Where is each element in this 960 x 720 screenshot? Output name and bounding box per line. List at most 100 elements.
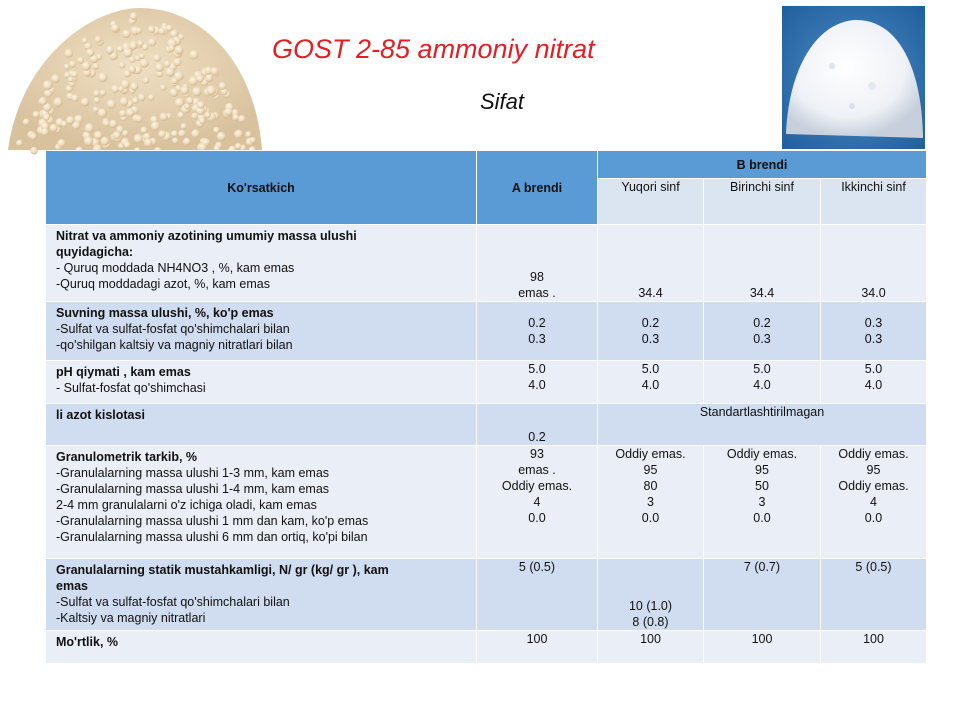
cell-line: Oddiy emas. bbox=[838, 447, 909, 461]
slide-title: GOST 2-85 ammoniy nitrat bbox=[272, 34, 595, 64]
cell-line: 98 bbox=[530, 270, 544, 284]
cell-line: 95 bbox=[866, 463, 881, 477]
cell-line: 0.3 bbox=[864, 332, 883, 346]
cell-line: 4.0 bbox=[528, 378, 546, 392]
cell-line: 0.2 bbox=[528, 430, 546, 444]
cell-line: 4.0 bbox=[753, 378, 771, 392]
cell-line: 0.2 bbox=[528, 316, 546, 330]
cell-line: 4.0 bbox=[864, 378, 883, 392]
row-label-title: quyidagicha: bbox=[56, 245, 134, 259]
granules-photo bbox=[0, 0, 268, 168]
cell-line: Oddiy emas. bbox=[615, 447, 686, 461]
cell-line: Oddiy emas. bbox=[726, 447, 798, 461]
row-label-title: Nitrat va ammoniy azotining umumiy massa… bbox=[56, 229, 357, 243]
cell-line: 4 bbox=[870, 495, 877, 509]
table-row: Nitrat va ammoniy azotining umumiy massa… bbox=[45, 224, 927, 302]
cell-line: 100 bbox=[751, 632, 773, 646]
row-label: Granulalarning statik mustahkamligi, N/ … bbox=[45, 558, 477, 631]
brand-b-grade-value: 7 (0.7) bbox=[703, 558, 821, 631]
row-label: li azot kislotasi bbox=[45, 403, 477, 446]
cell-line: 34.0 bbox=[861, 286, 886, 300]
row-label-line: 2-4 mm granulalarni o'z ichiga oladi, ka… bbox=[56, 498, 317, 512]
brand-b-grade-value: 100 bbox=[820, 630, 927, 664]
cell-line: 4.0 bbox=[641, 378, 660, 392]
cell-line: 80 bbox=[643, 479, 658, 493]
brand-b-grade-value: 34.0 bbox=[820, 224, 927, 302]
table-row: Mo'rtlik, % 100 100 100 100 bbox=[45, 630, 927, 664]
cell-line: 0.2 bbox=[753, 316, 771, 330]
cell-line: 0.3 bbox=[528, 332, 546, 346]
brand-b-grade-value: 5.0 4.0 bbox=[703, 360, 821, 404]
brand-a-value: 0.2 bbox=[476, 403, 598, 446]
header-grade-first: Birinchi sinf bbox=[703, 178, 821, 225]
brand-b-merged-value: Standartlashtirilmagan bbox=[597, 403, 927, 446]
brand-b-grade-value: Oddiy emas. 95 Oddiy emas. 4 0.0 bbox=[820, 445, 927, 559]
brand-b-grade-value: 100 bbox=[597, 630, 704, 664]
cell-line: 5.0 bbox=[641, 362, 660, 376]
row-label-line: -Sulfat va sulfat-fosfat qo'shimchalari … bbox=[56, 595, 290, 609]
cell-line: 0.2 bbox=[641, 316, 660, 330]
cell-line: 5 (0.5) bbox=[518, 560, 556, 574]
row-label: Suvning massa ulushi, %, ko'p emas -Sulfa… bbox=[45, 301, 477, 361]
cell-line: 3 bbox=[647, 495, 654, 509]
cell-line: Oddiy emas. bbox=[838, 479, 909, 493]
cell-line: 0.3 bbox=[641, 332, 660, 346]
cell-line: 50 bbox=[755, 479, 769, 493]
row-label-title: Granulalarning statik mustahkamligi, N/ … bbox=[56, 563, 389, 577]
cell-line: 100 bbox=[863, 632, 884, 646]
cell-line: 5.0 bbox=[864, 362, 883, 376]
row-label-title: pH qiymati , kam emas bbox=[56, 365, 191, 379]
brand-b-grade-value: 0.3 0.3 bbox=[820, 301, 927, 361]
cell-line: 4 bbox=[533, 495, 541, 509]
brand-b-grade-value: 5.0 4.0 bbox=[597, 360, 704, 404]
table-row: Suvning massa ulushi, %, ko'p emas -Sulfa… bbox=[45, 301, 927, 361]
brand-b-grade-value: 34.4 bbox=[597, 224, 704, 302]
brand-a-value: 93 emas . Oddiy emas. 4 0.0 bbox=[476, 445, 598, 559]
brand-b-grade-value: 34.4 bbox=[703, 224, 821, 302]
cell-line: 0.3 bbox=[864, 316, 883, 330]
brand-a-value: 5 (0.5) bbox=[476, 558, 598, 631]
row-label-title: Mo'rtlik, % bbox=[56, 635, 119, 649]
brand-b-grade-value: Oddiy emas. 95 80 3 0.0 bbox=[597, 445, 704, 559]
cell-line: 0.0 bbox=[528, 511, 546, 525]
brand-a-value: 0.2 0.3 bbox=[476, 301, 598, 361]
table-row: Granulalarning statik mustahkamligi, N/ … bbox=[45, 558, 927, 631]
cell-line: 0.0 bbox=[753, 511, 771, 525]
row-label-title: emas bbox=[56, 579, 88, 593]
brand-b-grade-value: Oddiy emas. 95 50 3 0.0 bbox=[703, 445, 821, 559]
header-grade-top: Yuqori sinf bbox=[597, 178, 704, 225]
header-brand-b: B brendi bbox=[597, 150, 927, 179]
table-row: pH qiymati , kam emas - Sulfat-fosfat qo'… bbox=[45, 360, 927, 404]
brand-b-grade-value: 0.2 0.3 bbox=[597, 301, 704, 361]
cell-line: Oddiy emas. bbox=[501, 479, 573, 493]
cell-line: 0.0 bbox=[864, 511, 883, 525]
cell-line: 5 (0.5) bbox=[855, 560, 892, 574]
brand-a-value: 100 bbox=[476, 630, 598, 664]
cell-line: 5.0 bbox=[528, 362, 546, 376]
brand-b-grade-value: 0.2 0.3 bbox=[703, 301, 821, 361]
cell-line: 93 bbox=[530, 447, 544, 461]
cell-line: 0.0 bbox=[641, 511, 660, 525]
header-brand-a: A brendi bbox=[476, 150, 598, 225]
brand-a-value: 98 emas . bbox=[476, 224, 598, 302]
cell-line: 34.4 bbox=[749, 286, 775, 300]
brand-b-grade-value: 5.0 4.0 bbox=[820, 360, 927, 404]
brand-b-grade-value: 5 (0.5) bbox=[820, 558, 927, 631]
powder-photo bbox=[782, 6, 925, 149]
table-row: Granulometrik tarkib, % -Granulalarning m… bbox=[45, 445, 927, 559]
header-grade-second: Ikkinchi sinf bbox=[820, 178, 927, 225]
row-label-title: Suvning massa ulushi, %, ko'p emas bbox=[56, 306, 274, 320]
row-label-title: li azot kislotasi bbox=[56, 408, 145, 422]
row-label: Nitrat va ammoniy azotining umumiy massa… bbox=[45, 224, 477, 302]
row-label-line: -Granulalarning massa ulushi 1-4 mm, kam… bbox=[56, 482, 330, 496]
cell-line: emas . bbox=[518, 286, 556, 300]
header-indicator: Ko'rsatkich bbox=[45, 150, 477, 225]
table-row: li azot kislotasi 0.2 Standartlashtirilmag… bbox=[45, 403, 927, 446]
cell-line: 5.0 bbox=[753, 362, 771, 376]
row-label-line: -Granulalarning massa ulushi 1 mm dan ka… bbox=[56, 514, 369, 528]
cell-line: 7 (0.7) bbox=[743, 560, 781, 574]
cell-line: emas . bbox=[518, 463, 556, 477]
row-label: pH qiymati , kam emas - Sulfat-fosfat qo'… bbox=[45, 360, 477, 404]
cell-line: 100 bbox=[640, 632, 661, 646]
cell-line: 34.4 bbox=[638, 286, 663, 300]
